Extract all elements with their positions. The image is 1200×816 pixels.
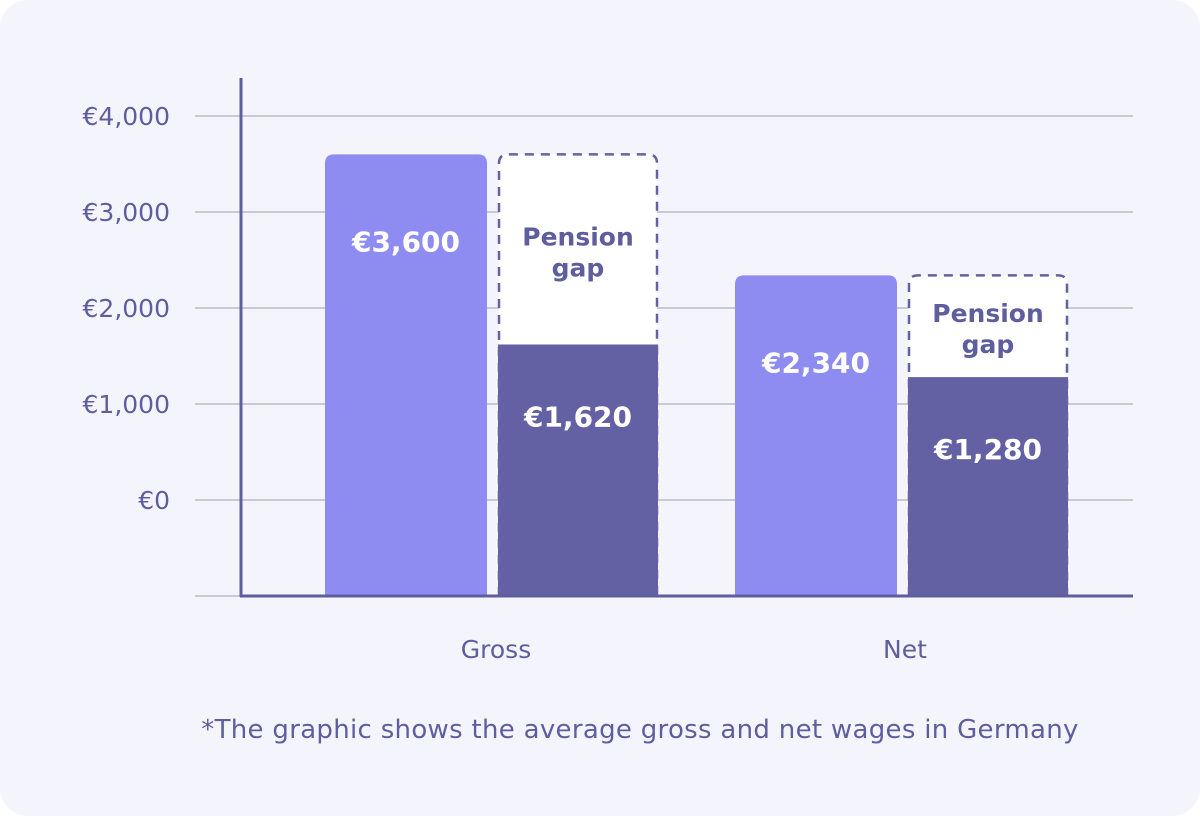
bar-value-label: €3,600 <box>351 225 460 258</box>
y-tick-label: €2,000 <box>83 294 170 323</box>
bar-pension <box>908 377 1068 597</box>
bar-full <box>325 154 487 596</box>
bar-value-label: €2,340 <box>761 346 870 379</box>
footnote: *The graphic shows the average gross and… <box>201 715 1079 745</box>
y-tick-label: €4,000 <box>83 102 170 131</box>
bar-pension <box>498 344 658 597</box>
category-label: Net <box>883 635 927 664</box>
category-label: Gross <box>461 635 531 664</box>
y-tick-label: €1,000 <box>83 390 170 419</box>
pension-gap-label: gap <box>552 253 605 282</box>
pension-gap-label: gap <box>962 330 1015 359</box>
bar-full <box>735 275 897 596</box>
bar-value-label: €1,280 <box>933 433 1042 466</box>
y-tick-label: €3,000 <box>83 198 170 227</box>
pension-gap-label: Pension <box>932 299 1044 328</box>
bar-value-label: €1,620 <box>523 400 632 433</box>
pension-gap-label: Pension <box>522 222 634 251</box>
y-tick-label: €0 <box>138 486 170 515</box>
